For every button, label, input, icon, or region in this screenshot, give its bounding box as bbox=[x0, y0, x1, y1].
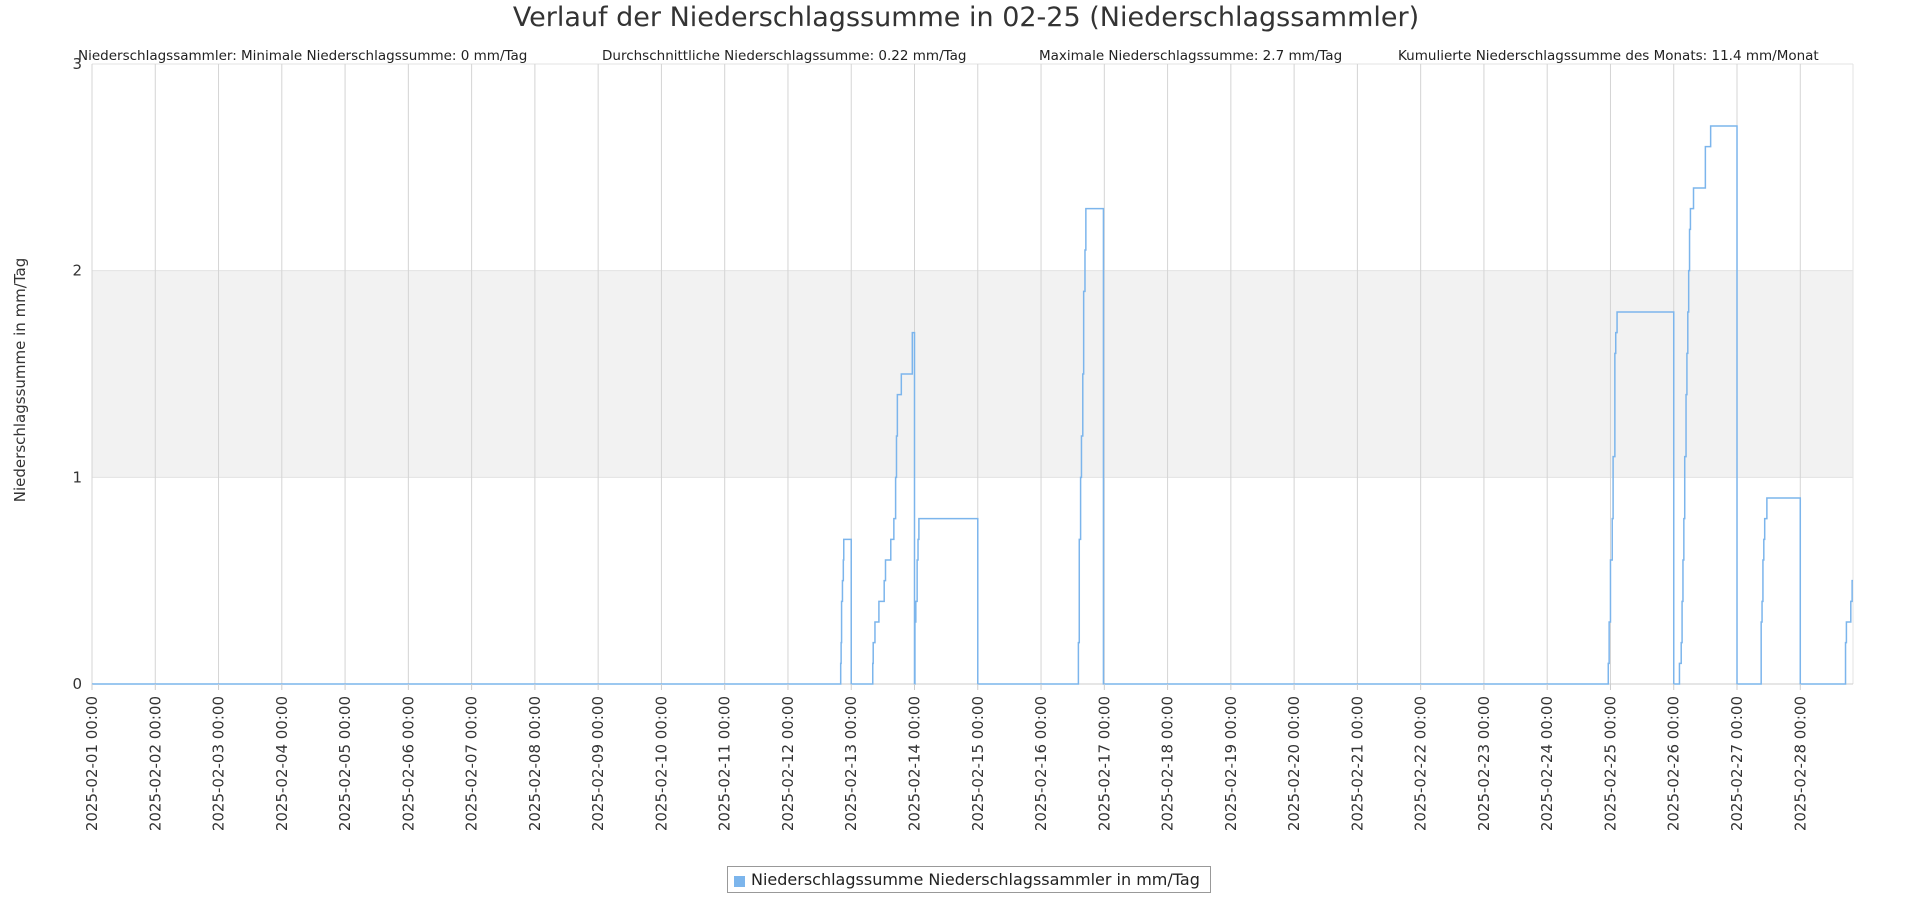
x-tick-label: 2025-02-05 00:00 bbox=[336, 696, 354, 831]
legend-label: Niederschlagssumme Niederschlagssammler … bbox=[751, 870, 1200, 889]
y-axis: 0 1 2 3 bbox=[72, 55, 82, 693]
x-tick-label: 2025-02-20 00:00 bbox=[1285, 696, 1303, 831]
x-tick-label: 2025-02-17 00:00 bbox=[1095, 696, 1113, 831]
x-tick-label: 2025-02-24 00:00 bbox=[1538, 696, 1556, 831]
x-tick-label: 2025-02-12 00:00 bbox=[779, 696, 797, 831]
x-tick-label: 2025-02-13 00:00 bbox=[842, 696, 860, 831]
x-tick-label: 2025-02-19 00:00 bbox=[1222, 696, 1240, 831]
x-tick-label: 2025-02-02 00:00 bbox=[146, 696, 164, 831]
x-tick-label: 2025-02-28 00:00 bbox=[1791, 696, 1809, 831]
stat-max: Maximale Niederschlagssumme: 2.7 mm/Tag bbox=[1039, 48, 1342, 64]
x-tick-label: 2025-02-27 00:00 bbox=[1728, 696, 1746, 831]
legend[interactable]: Niederschlagssumme Niederschlagssammler … bbox=[727, 866, 1211, 893]
y-tick-label: 3 bbox=[72, 55, 82, 73]
plot-band bbox=[92, 270, 1853, 478]
plot-background bbox=[92, 64, 1853, 684]
legend-swatch bbox=[734, 875, 745, 887]
y-tick-label: 2 bbox=[72, 262, 82, 280]
x-tick-label: 2025-02-04 00:00 bbox=[273, 696, 291, 831]
y-tick-label: 1 bbox=[72, 468, 82, 486]
stat-cumulative: Kumulierte Niederschlagssumme des Monats… bbox=[1398, 48, 1819, 64]
x-tick-label: 2025-02-18 00:00 bbox=[1159, 696, 1177, 831]
x-tick-label: 2025-02-25 00:00 bbox=[1601, 696, 1619, 831]
x-tick-label: 2025-02-15 00:00 bbox=[969, 696, 987, 831]
x-tick-label: 2025-02-16 00:00 bbox=[1032, 696, 1050, 831]
x-tick-label: 2025-02-14 00:00 bbox=[906, 696, 924, 831]
x-tick-label: 2025-02-22 00:00 bbox=[1412, 696, 1430, 831]
x-tick-label: 2025-02-11 00:00 bbox=[716, 696, 734, 831]
x-tick-label: 2025-02-06 00:00 bbox=[399, 696, 417, 831]
x-tick-label: 2025-02-09 00:00 bbox=[589, 696, 607, 831]
x-tick-label: 2025-02-26 00:00 bbox=[1665, 696, 1683, 831]
series-layer bbox=[92, 125, 1853, 685]
x-tick-label: 2025-02-07 00:00 bbox=[463, 696, 481, 831]
stat-min: Niederschlagssammler: Minimale Niedersch… bbox=[78, 48, 527, 64]
x-tick-label: 2025-02-10 00:00 bbox=[652, 696, 670, 831]
series-line-0 bbox=[92, 125, 1853, 685]
chart-title: Verlauf der Niederschlagssumme in 02-25 … bbox=[513, 2, 1419, 33]
x-tick-label: 2025-02-21 00:00 bbox=[1348, 696, 1366, 831]
y-axis-label: Niederschlagssumme in mm/Tag bbox=[11, 258, 29, 502]
stat-average: Durchschnittliche Niederschlagssumme: 0.… bbox=[602, 48, 966, 64]
x-tick-label: 2025-02-01 00:00 bbox=[83, 696, 101, 831]
x-tick-label: 2025-02-23 00:00 bbox=[1475, 696, 1493, 831]
y-tick-label: 0 bbox=[72, 675, 82, 693]
grid-lines bbox=[91, 63, 1854, 685]
x-axis: 2025-02-01 00:00 2025-02-02 00:00 2025-02-… bbox=[83, 684, 1809, 831]
x-tick-label: 2025-02-03 00:00 bbox=[210, 696, 228, 831]
x-tick-label: 2025-02-08 00:00 bbox=[526, 696, 544, 831]
